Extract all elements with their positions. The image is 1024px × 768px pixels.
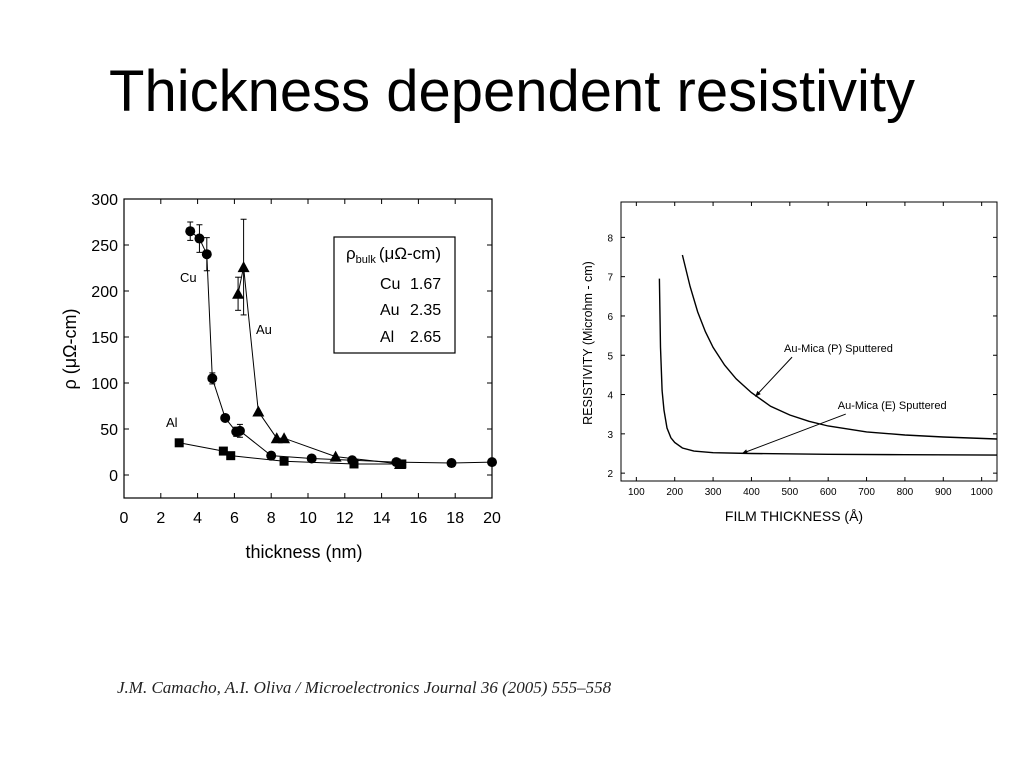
chart2-annotation-arrow bbox=[754, 356, 793, 397]
chart1-ytick-label: 50 bbox=[100, 422, 118, 439]
chart2-ytick-label: 8 bbox=[607, 233, 613, 244]
chart1-xtick-label: 12 bbox=[336, 510, 354, 527]
chart2-xtick-label: 700 bbox=[858, 487, 875, 498]
chart1-xtick-label: 20 bbox=[483, 510, 501, 527]
chart1-point-au bbox=[237, 261, 250, 273]
chart1-point-au bbox=[252, 405, 265, 417]
chart1-xlabel: thickness (nm) bbox=[245, 542, 362, 562]
chart1-ytick-label: 0 bbox=[109, 468, 118, 485]
chart2-ytick-label: 5 bbox=[607, 351, 613, 362]
svg-text:ρbulk(μΩ-cm): ρbulk (μΩ-cm) bbox=[346, 244, 441, 266]
chart1-point-cu bbox=[220, 412, 231, 423]
chart2-xtick-label: 1000 bbox=[971, 487, 994, 498]
chart1-xtick-label: 6 bbox=[230, 510, 239, 527]
legend-row-al-value: 2.65 bbox=[410, 329, 441, 346]
chart1-xtick-label: 16 bbox=[410, 510, 428, 527]
chart1-xtick-label: 0 bbox=[120, 510, 129, 527]
legend-title-sub: bulk bbox=[356, 254, 377, 266]
legend-row-cu-name: Cu bbox=[380, 276, 400, 293]
chart1-point-al bbox=[397, 459, 407, 469]
chart1-point-cu bbox=[266, 450, 277, 461]
slide-title: Thickness dependent resistivity bbox=[109, 59, 915, 124]
legend-row-au-name: Au bbox=[380, 302, 400, 319]
chart1-xtick-label: 18 bbox=[446, 510, 464, 527]
citation: J.M. Camacho, A.I. Oliva / Microelectron… bbox=[117, 678, 612, 697]
chart1-point-al bbox=[279, 456, 289, 466]
chart1-series-label-cu: Cu bbox=[180, 270, 197, 285]
legend-title-unit: (μΩ-cm) bbox=[379, 244, 441, 263]
chart1-point-cu bbox=[185, 226, 196, 237]
chart1-point-al bbox=[226, 451, 236, 461]
chart1-ytick-label: 250 bbox=[91, 238, 118, 255]
chart2-xtick-label: 600 bbox=[820, 487, 837, 498]
chart1-legend: ρbulk (μΩ-cm) Cu 1.67 Au 2.35 Al 2.65 bbox=[333, 236, 456, 354]
chart2-xtick-label: 800 bbox=[897, 487, 914, 498]
chart2-annotation-arrowhead bbox=[755, 390, 761, 397]
chart1-ytick-label: 150 bbox=[91, 330, 118, 347]
chart1-ylabel: ρ (μΩ-cm) bbox=[60, 308, 80, 389]
chart1-point-au bbox=[232, 287, 245, 299]
chart1-point-cu bbox=[234, 425, 245, 436]
chart2-ytick-label: 2 bbox=[607, 469, 613, 480]
chart2-xtick-label: 200 bbox=[666, 487, 683, 498]
chart2-xtick-label: 900 bbox=[935, 487, 952, 498]
chart2-xtick-label: 100 bbox=[628, 487, 645, 498]
chart2-annotation-arrow bbox=[741, 413, 846, 454]
chart2-xtick-label: 300 bbox=[705, 487, 722, 498]
chart1-xtick-label: 10 bbox=[299, 510, 317, 527]
chart1-xtick-label: 8 bbox=[267, 510, 276, 527]
chart1-point-cu bbox=[201, 249, 212, 260]
chart1-xtick-label: 4 bbox=[193, 510, 202, 527]
chart2-xtick-label: 400 bbox=[743, 487, 760, 498]
chart1-series-label-au: Au bbox=[256, 322, 272, 337]
chart2-ytick-label: 6 bbox=[607, 312, 613, 323]
chart2-ytick-label: 7 bbox=[607, 273, 613, 284]
chart1-point-au bbox=[278, 432, 291, 444]
chart2-annotation-label: Au-Mica (P) Sputtered bbox=[784, 343, 893, 355]
chart2-ylabel: RESISTIVITY (Microhm - cm) bbox=[581, 261, 595, 425]
chart2-annotation-label: Au-Mica (E) Sputtered bbox=[838, 400, 947, 412]
chart1-ytick-label: 100 bbox=[91, 376, 118, 393]
chart1-point-cu bbox=[194, 233, 205, 244]
chart2-frame bbox=[620, 201, 998, 482]
chart1-xtick-label: 2 bbox=[156, 510, 165, 527]
chart2-xtick-label: 500 bbox=[781, 487, 798, 498]
chart2-curve-e bbox=[658, 278, 998, 456]
chart1-xtick-label: 14 bbox=[373, 510, 391, 527]
chart1-point-al bbox=[218, 446, 228, 456]
chart1-point-cu bbox=[446, 458, 457, 469]
chart1-point-cu bbox=[487, 457, 497, 468]
chart2-curve-p bbox=[681, 254, 998, 440]
chart1-point-al bbox=[349, 459, 359, 469]
legend-row-au-value: 2.35 bbox=[410, 302, 441, 319]
chart2-annotation-arrowhead bbox=[741, 449, 748, 454]
chart1-ytick-label: 300 bbox=[91, 192, 118, 209]
chart1-point-al bbox=[174, 438, 184, 448]
legend-row-al-name: Al bbox=[380, 329, 394, 346]
chart1-line-al bbox=[179, 442, 402, 465]
chart2-ytick-label: 4 bbox=[607, 391, 613, 402]
chart1-ytick-label: 200 bbox=[91, 284, 118, 301]
chart1-series-label-al: Al bbox=[166, 415, 178, 430]
chart2-xlabel: FILM THICKNESS (Å) bbox=[725, 508, 863, 524]
legend-row-cu-value: 1.67 bbox=[410, 276, 441, 293]
chart1-point-au bbox=[329, 450, 342, 462]
legend-title-rho: ρ bbox=[346, 244, 356, 263]
chart1-point-cu bbox=[306, 453, 317, 464]
chart1-point-cu bbox=[207, 373, 218, 384]
chart2-ytick-label: 3 bbox=[607, 430, 613, 441]
